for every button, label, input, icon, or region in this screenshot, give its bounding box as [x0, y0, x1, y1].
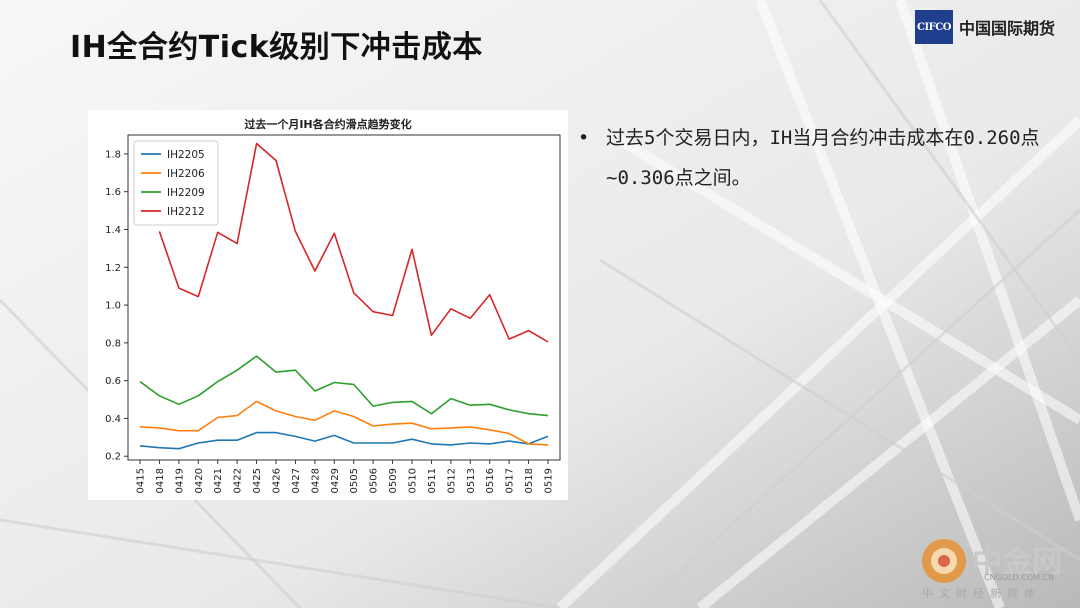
x-tick-label: 0419 [174, 468, 185, 493]
y-tick-label: 1.4 [105, 225, 121, 236]
x-tick-label: 0429 [330, 468, 341, 493]
watermark-name: 中金网 [972, 545, 1062, 580]
brand-name: 中国国际期货 [959, 19, 1056, 38]
legend-label: IH2206 [167, 168, 205, 180]
y-tick-label: 0.8 [105, 338, 121, 349]
x-tick-label: 0510 [408, 468, 419, 493]
x-tick-label: 0506 [369, 468, 380, 493]
bullet-dot-icon: • [578, 127, 590, 149]
x-tick-label: 0421 [213, 468, 224, 493]
x-tick-label: 0415 [136, 468, 147, 493]
slide-title: IH全合约Tick级别下冲击成本 [70, 30, 483, 65]
watermark: 中金网 CNGOLD.COM.CN 中文财经新媒体 [920, 535, 1070, 601]
legend-label: IH2212 [167, 206, 205, 218]
legend-label: IH2205 [167, 149, 205, 161]
series-line-ih2206 [139, 400, 549, 446]
chart-title: 过去一个月IH各合约滑点趋势变化 [244, 117, 411, 131]
x-tick-label: 0516 [485, 468, 496, 493]
x-tick-label: 0518 [524, 468, 535, 493]
y-tick-label: 0.6 [105, 376, 121, 387]
y-tick-label: 1.2 [105, 263, 121, 274]
x-tick-label: 0420 [194, 468, 205, 493]
x-tick-label: 0511 [427, 468, 438, 493]
series-line-ih2209 [139, 355, 549, 417]
plot-frame [127, 134, 561, 461]
cifco-logo-icon: CIFCO [915, 10, 953, 44]
x-tick-label: 0425 [252, 468, 263, 493]
x-tick-label: 0509 [388, 468, 399, 493]
x-tick-label: 0427 [291, 468, 302, 493]
x-tick-label: 0422 [233, 468, 244, 493]
y-tick-label: 1.8 [105, 149, 121, 160]
legend-box [133, 140, 219, 226]
watermark-url: CNGOLD.COM.CN [984, 573, 1055, 582]
x-tick-label: 0418 [155, 468, 166, 493]
series-line-ih2205 [139, 431, 549, 450]
y-tick-label: 0.4 [105, 414, 121, 425]
y-tick-label: 0.2 [105, 452, 121, 463]
bullet-text: 过去5个交易日内，IH当月合约冲击成本在0.260点~0.306点之间。 [606, 127, 1040, 189]
chart-legend: IH2205 IH2206 IH2209 IH2212 [133, 140, 219, 226]
legend-label: IH2209 [167, 187, 205, 199]
x-tick-label: 0426 [272, 468, 283, 493]
x-tick-label: 0517 [505, 468, 516, 493]
x-tick-label: 0513 [466, 468, 477, 493]
x-tick-label: 0512 [446, 468, 457, 493]
watermark-subtitle: 中文财经新媒体 [922, 587, 1041, 600]
slippage-line-chart: 过去一个月IH各合约滑点趋势变化 0.2 0.4 0.6 0.8 1.0 1.2 1.4 1.… [88, 110, 568, 500]
bullet-list: • 过去5个交易日内，IH当月合约冲击成本在0.260点~0.306点之间。 [578, 118, 1048, 198]
y-tick-label: 1.0 [105, 301, 121, 312]
cngold-logo-icon [922, 539, 966, 583]
y-tick-label: 1.6 [105, 187, 121, 198]
series-line-ih2212 [158, 142, 549, 343]
brand-logo: CIFCO 中国国际期货 [915, 10, 1055, 44]
x-tick-label: 0519 [544, 468, 555, 493]
x-tick-label: 0428 [310, 468, 321, 493]
x-tick-label: 0505 [349, 468, 360, 493]
